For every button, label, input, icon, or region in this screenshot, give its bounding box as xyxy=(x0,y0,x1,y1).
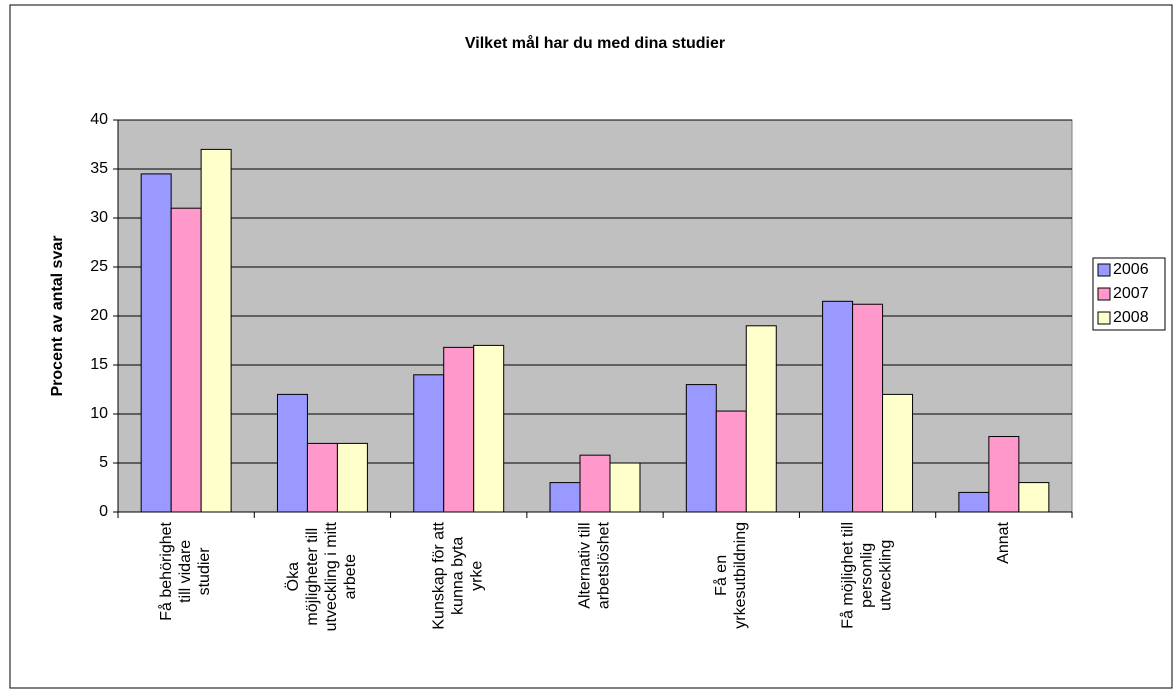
bar xyxy=(715,410,747,513)
bar xyxy=(958,491,990,513)
x-tick-label: Kunskap för att kunna byta yrke xyxy=(431,521,486,629)
bar xyxy=(609,462,641,513)
y-tick-label: 10 xyxy=(90,405,108,422)
bar xyxy=(745,325,777,513)
chart-title: Vilket mål har du med dina studier xyxy=(465,34,725,52)
bar xyxy=(549,482,581,513)
bar xyxy=(276,393,308,513)
bar xyxy=(200,148,232,513)
bar xyxy=(1018,482,1050,513)
y-tick-label: 20 xyxy=(90,307,108,324)
bar xyxy=(988,436,1020,513)
bar xyxy=(443,346,475,513)
x-tick-label: Få behörighet till vidare studier xyxy=(157,521,213,620)
x-tick-label: Alternativ till arbetslöshet xyxy=(577,521,613,609)
y-tick-label: 5 xyxy=(99,454,108,471)
bar xyxy=(473,344,505,513)
x-tick-label: Få möjlighet till personlig utveckling xyxy=(839,522,895,629)
bar xyxy=(413,374,445,513)
x-tick-label: Öka möjligheter till utveckling i mitt arbe… xyxy=(284,521,359,631)
bar xyxy=(822,300,854,513)
y-tick-label: 15 xyxy=(90,356,108,373)
legend-swatch xyxy=(1097,311,1111,325)
legend-swatch xyxy=(1097,287,1111,301)
y-tick-label: 40 xyxy=(90,111,108,128)
legend-label: 2007 xyxy=(1113,285,1149,302)
bar xyxy=(140,173,172,513)
y-tick-label: 25 xyxy=(90,258,108,275)
bar xyxy=(306,442,338,513)
bar xyxy=(852,303,884,513)
legend-swatch xyxy=(1097,263,1111,277)
bar xyxy=(882,393,914,513)
x-tick-label: Få en yrkesutbildning xyxy=(712,522,749,629)
y-tick-label: 30 xyxy=(90,209,108,226)
bar xyxy=(170,207,202,513)
bar xyxy=(336,442,368,513)
bar xyxy=(685,384,717,513)
y-axis-label: Procent av antal svar xyxy=(49,236,66,397)
x-tick-label: Annat xyxy=(995,521,1012,563)
legend-label: 2008 xyxy=(1113,309,1149,326)
bar xyxy=(579,454,611,513)
y-tick-label: 0 xyxy=(99,503,108,520)
y-tick-label: 35 xyxy=(90,160,108,177)
legend-label: 2006 xyxy=(1113,261,1149,278)
